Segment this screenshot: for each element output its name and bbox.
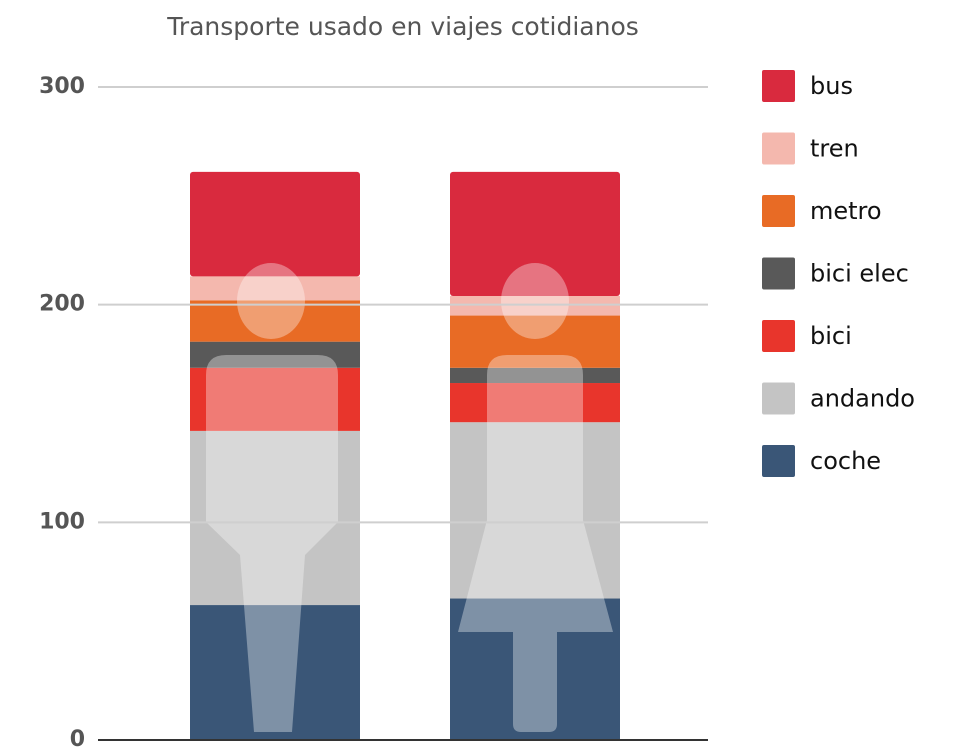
legend-label: bus: [810, 72, 853, 100]
person-icons: [206, 263, 613, 732]
legend-label: metro: [810, 197, 882, 225]
bar-segment: [190, 171, 360, 277]
bar-segment: [450, 422, 620, 599]
chart-title: Transporte usado en viajes cotidianos: [166, 12, 639, 41]
female-body: [458, 355, 613, 732]
y-tick-label: 0: [70, 727, 85, 748]
legend-label: tren: [810, 135, 859, 163]
bar-segment: [190, 276, 360, 301]
bar-segment: [450, 367, 620, 384]
legend-label: bici elec: [810, 260, 909, 288]
bar-segment: [190, 605, 360, 740]
y-tick-label: 300: [39, 74, 85, 99]
bar-segment: [190, 341, 360, 368]
legend-swatch: [762, 320, 795, 352]
y-tick-label: 100: [39, 509, 85, 534]
legend-swatch: [762, 70, 795, 102]
bar-segment: [450, 598, 620, 740]
legend-swatch: [762, 257, 795, 290]
male-head: [237, 263, 305, 339]
legend-label: andando: [810, 385, 915, 413]
bar-segment: [450, 295, 620, 316]
bar-segment: [450, 315, 620, 368]
bar-segment: [450, 383, 620, 423]
bar-segment: [190, 367, 360, 431]
bar-segment: [190, 430, 360, 606]
female-head: [501, 263, 569, 339]
legend-swatch: [762, 445, 795, 477]
legend-label: bici: [810, 322, 852, 350]
male-body: [206, 355, 338, 732]
y-tick-label: 200: [39, 292, 85, 317]
legend-swatch: [762, 382, 795, 415]
bar-segment: [190, 300, 360, 342]
bar-segment: [450, 171, 620, 296]
legend-swatch: [762, 195, 795, 227]
legend-swatch: [762, 132, 795, 165]
legend-label: coche: [810, 447, 881, 475]
bars: [190, 171, 620, 740]
